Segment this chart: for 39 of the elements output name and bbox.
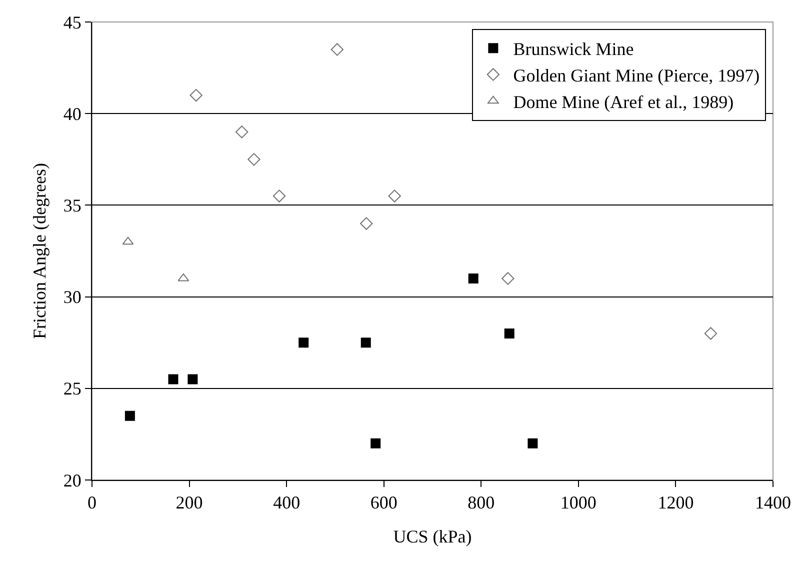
x-tick-label: 0 (88, 492, 96, 513)
legend-label: Dome Mine (Aref et al., 1989) (513, 92, 734, 112)
point (330, 43, 344, 56)
point (248, 153, 260, 166)
x-tick-label: 400 (273, 492, 300, 513)
point (178, 273, 190, 282)
x-tick-label: 600 (370, 492, 398, 513)
point (504, 328, 514, 338)
point (468, 273, 478, 284)
y-tick-label: 35 (63, 196, 82, 216)
y-tick-label: 25 (63, 378, 82, 399)
x-axis-title: UCS (kPa) (393, 526, 472, 547)
x-tick-label: 200 (176, 492, 203, 513)
x-tick-label: 1200 (658, 492, 694, 513)
point (168, 374, 178, 384)
legend-label: Golden Giant Mine (Pierce, 1997) (513, 65, 760, 86)
point (235, 126, 248, 138)
point (388, 190, 401, 202)
x-tick-label: 800 (468, 492, 495, 513)
point (528, 438, 538, 448)
point (502, 272, 514, 285)
y-tick-label: 30 (63, 287, 82, 308)
y-tick-label: 45 (63, 12, 82, 32)
point (272, 190, 286, 202)
x-tick-label: 1000 (560, 492, 596, 513)
legend-label: Brunswick Mine (513, 39, 634, 60)
y-tick-label: 20 (63, 470, 82, 490)
y-tick-label: 40 (63, 104, 82, 124)
point (188, 374, 198, 384)
x-tick-label: 1400 (755, 492, 791, 513)
point (360, 217, 373, 230)
point (298, 338, 309, 348)
point (370, 438, 381, 448)
point (704, 327, 718, 340)
point (360, 338, 371, 348)
point (190, 88, 202, 102)
point (122, 236, 134, 245)
point (124, 410, 135, 421)
y-axis-title: Friction Angle (degrees) (30, 163, 50, 339)
